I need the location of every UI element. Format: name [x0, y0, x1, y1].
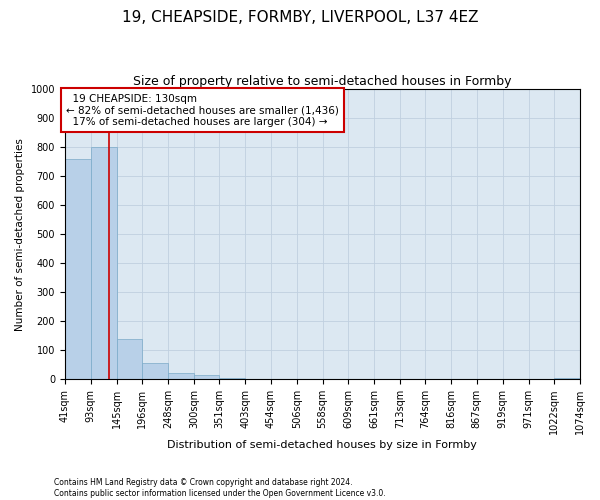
X-axis label: Distribution of semi-detached houses by size in Formby: Distribution of semi-detached houses by … — [167, 440, 478, 450]
Bar — [116, 338, 142, 379]
Text: Contains HM Land Registry data © Crown copyright and database right 2024.
Contai: Contains HM Land Registry data © Crown c… — [54, 478, 386, 498]
Title: Size of property relative to semi-detached houses in Formby: Size of property relative to semi-detach… — [133, 75, 512, 88]
Bar — [245, 378, 271, 379]
Bar — [65, 159, 91, 379]
Y-axis label: Number of semi-detached properties: Number of semi-detached properties — [15, 138, 25, 330]
Bar — [554, 378, 580, 379]
Bar — [194, 375, 220, 379]
Text: 19 CHEAPSIDE: 130sqm
← 82% of semi-detached houses are smaller (1,436)
  17% of : 19 CHEAPSIDE: 130sqm ← 82% of semi-detac… — [66, 94, 338, 126]
Bar — [220, 378, 245, 379]
Text: 19, CHEAPSIDE, FORMBY, LIVERPOOL, L37 4EZ: 19, CHEAPSIDE, FORMBY, LIVERPOOL, L37 4E… — [122, 10, 478, 25]
Bar — [142, 364, 168, 379]
Bar — [168, 374, 194, 379]
Bar — [91, 147, 116, 379]
